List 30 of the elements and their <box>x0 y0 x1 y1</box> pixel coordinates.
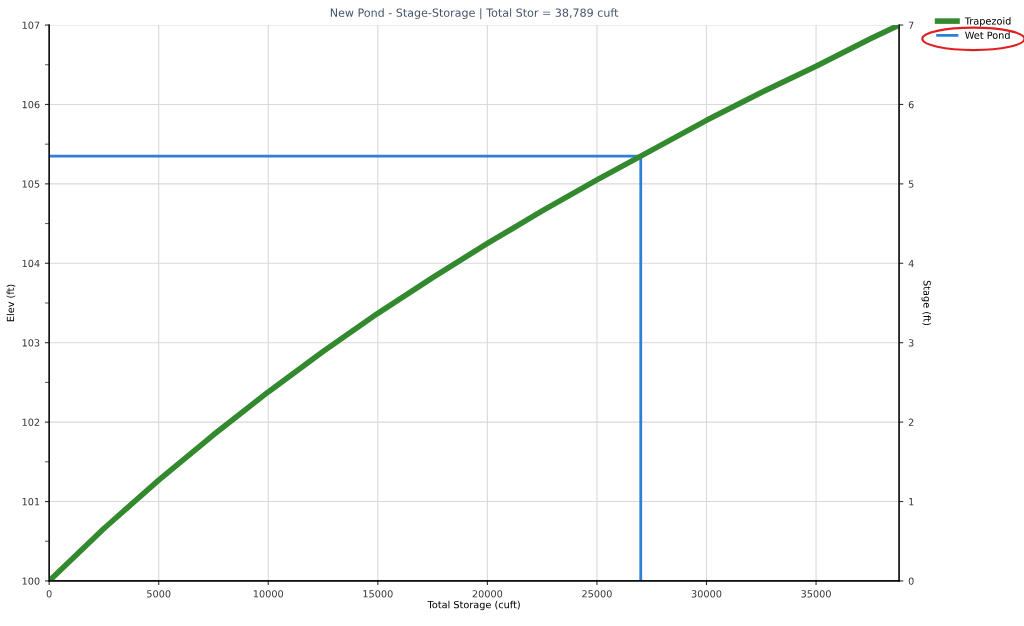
y-tick-label: 104 <box>22 259 40 268</box>
y-tick-label: 102 <box>22 418 40 426</box>
y-tick-label: 105 <box>22 180 40 188</box>
x-axis-title: Total Storage (cuft) <box>427 600 520 611</box>
x-tick-label: 10000 <box>253 590 284 598</box>
x-tick-label: 35000 <box>801 590 831 598</box>
y2-axis-title: Stage (ft) <box>921 280 931 326</box>
legend-label: Trapezoid <box>964 17 1011 27</box>
chart-title: New Pond - Stage-Storage | Total Stor = 38,789 cuft <box>330 8 619 20</box>
x-tick-label: 5000 <box>147 590 171 598</box>
x-tick-label: 30000 <box>691 590 722 598</box>
y2-tick-label: 4 <box>908 259 914 267</box>
y2-tick-label: 5 <box>908 180 914 188</box>
y-tick-label: 101 <box>22 497 40 506</box>
y-tick-label: 100 <box>22 577 40 585</box>
y2-tick-label: 7 <box>908 21 914 29</box>
x-tick-label: 15000 <box>363 590 393 598</box>
y-axis-title: Elev (ft) <box>6 284 16 322</box>
y-tick-label: 106 <box>22 100 40 109</box>
y-tick-label: 107 <box>22 21 40 29</box>
legend-label: Wet Pond <box>965 31 1010 39</box>
y2-tick-label: 6 <box>908 100 914 109</box>
y2-tick-label: 1 <box>909 498 914 506</box>
x-tick-label: 0 <box>46 590 52 598</box>
y2-tick-label: 0 <box>908 577 914 585</box>
x-tick-label: 25000 <box>582 590 612 598</box>
y-tick-label: 103 <box>22 339 40 347</box>
y2-tick-label: 2 <box>908 418 914 426</box>
y2-tick-label: 3 <box>908 339 914 347</box>
x-tick-label: 20000 <box>472 590 503 598</box>
